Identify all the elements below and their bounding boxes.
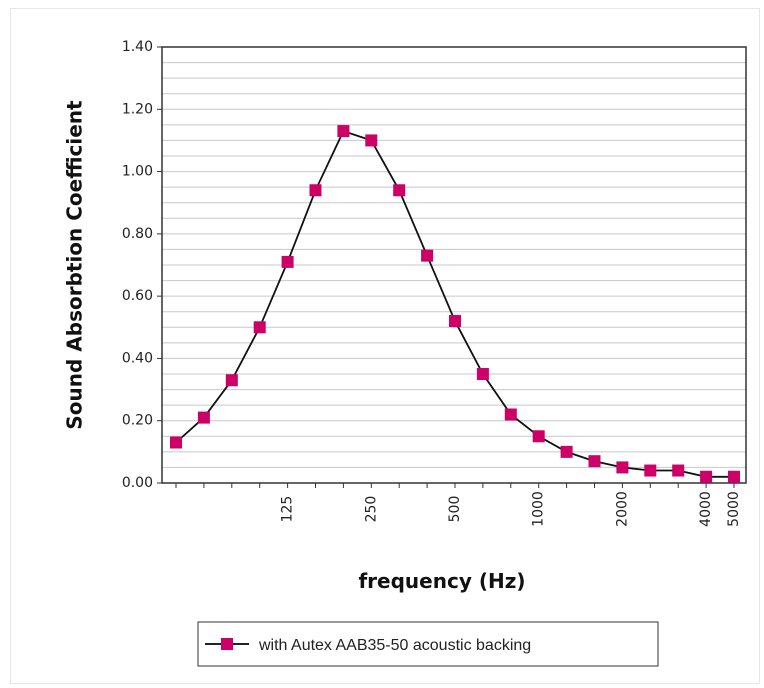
data-point (700, 470, 713, 483)
y-tick-label: 1.40 (122, 39, 153, 55)
x-tick-label: 1000 (531, 491, 547, 527)
x-tick-label: 125 (280, 496, 296, 523)
data-point (616, 461, 629, 474)
legend: with Autex AAB35-50 acoustic backing (197, 621, 659, 667)
y-axis-ticks: 0.00 0.20 0.40 0.60 0.80 1.00 1.20 1.40 (122, 39, 162, 491)
data-point (253, 321, 266, 334)
legend-label: with Autex AAB35-50 acoustic backing (258, 637, 531, 654)
legend-box (197, 621, 659, 667)
data-point (588, 455, 601, 468)
x-axis-title: frequency (Hz) (358, 569, 525, 593)
series-layer (170, 125, 740, 483)
x-axis-ticks: 125 250 500 1000 2000 4000 5000 (175, 483, 742, 527)
data-point (337, 125, 350, 138)
y-tick-label: 0.80 (122, 226, 153, 242)
data-point (197, 411, 210, 424)
y-axis-title: Sound Absorbtion Coefficient (63, 100, 87, 430)
data-point (421, 249, 434, 262)
data-point (225, 374, 238, 387)
legend-square-marker (221, 638, 233, 650)
data-point (365, 134, 378, 147)
plot-border (161, 46, 747, 484)
data-point (449, 315, 461, 328)
x-tick-label: 500 (447, 496, 463, 523)
data-point (476, 368, 489, 380)
x-tick-label: 250 (363, 496, 379, 523)
y-tick-label: 0.00 (122, 475, 153, 491)
data-point (170, 436, 182, 449)
data-point (532, 430, 545, 443)
x-tick-label: 5000 (726, 491, 742, 527)
data-point (728, 470, 740, 483)
y-tick-label: 1.20 (122, 101, 153, 117)
y-tick-label: 0.40 (122, 350, 153, 366)
data-point (644, 464, 657, 477)
data-point (504, 408, 517, 421)
data-point (672, 464, 685, 477)
data-point (281, 255, 294, 268)
y-tick-label: 0.20 (122, 413, 153, 429)
y-tick-label: 0.60 (122, 288, 153, 304)
x-tick-label: 2000 (614, 491, 630, 527)
data-point (560, 445, 573, 458)
data-point (393, 184, 406, 197)
y-tick-label: 1.00 (122, 164, 153, 180)
data-point (309, 184, 322, 197)
x-tick-label: 4000 (698, 491, 714, 527)
figure-frame (10, 8, 760, 684)
